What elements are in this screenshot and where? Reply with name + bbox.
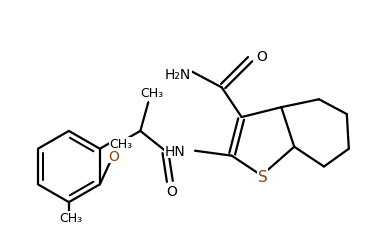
Text: O: O [167, 184, 178, 198]
Text: CH₃: CH₃ [109, 138, 132, 151]
Text: CH₃: CH₃ [59, 212, 82, 224]
Text: O: O [108, 149, 119, 163]
Text: S: S [257, 169, 267, 184]
Text: O: O [257, 50, 267, 64]
Text: HN: HN [164, 144, 185, 158]
Text: CH₃: CH₃ [141, 86, 164, 100]
Text: H₂N: H₂N [165, 67, 191, 81]
